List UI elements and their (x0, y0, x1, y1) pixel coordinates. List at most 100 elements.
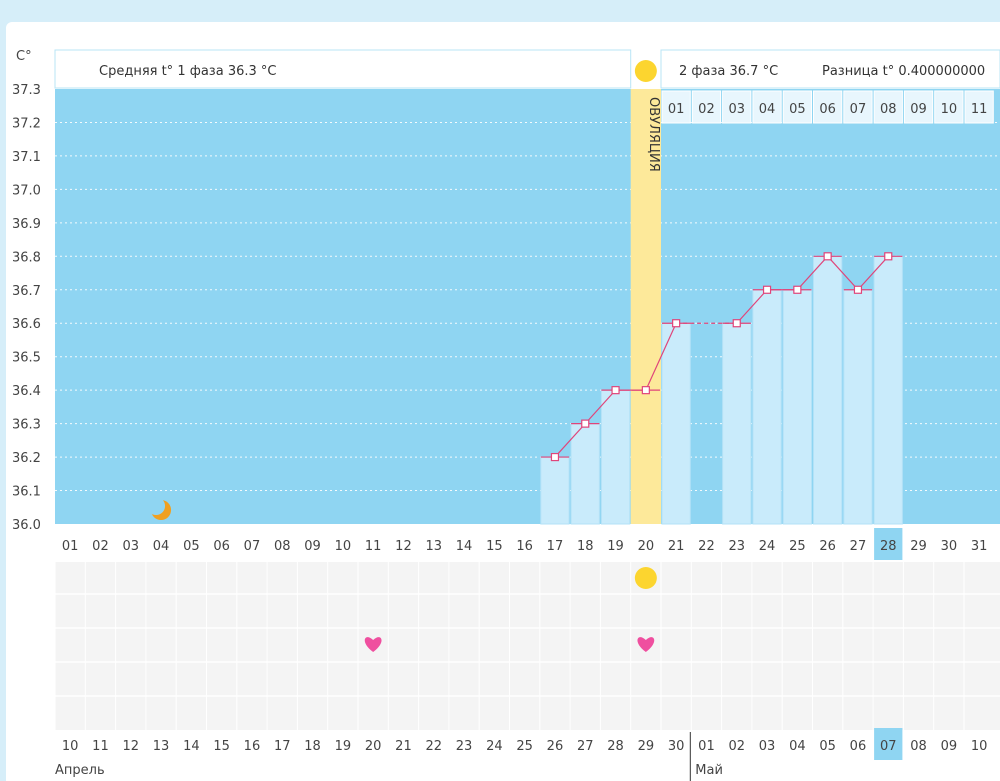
temperature-bar (752, 289, 782, 525)
ovulation-label: ОВУЛЯЦИЯ (646, 97, 661, 172)
x-day-label: 02 (92, 539, 109, 554)
series-line-segment (857, 255, 889, 291)
x-day-label: 01 (62, 539, 79, 554)
series-point (793, 285, 802, 294)
y-tick-label: 36.5 (12, 351, 41, 366)
calendar-date-label: 06 (850, 739, 867, 754)
series-point (853, 285, 863, 294)
calendar-date-label: 29 (638, 739, 655, 754)
y-tick-label: 36.4 (12, 384, 41, 399)
calendar-date-label: 19 (335, 739, 352, 754)
calendar-date-label: 15 (213, 739, 230, 754)
y-tick-label: 37.1 (12, 150, 41, 165)
y-tick-label: 36.1 (12, 485, 41, 500)
x-day-label: 05 (183, 539, 200, 554)
cycle-day-cell (722, 90, 752, 124)
cycle-day-label: 07 (850, 102, 867, 117)
series-line-segment (736, 289, 768, 324)
y-tick-label: 36.9 (12, 217, 41, 232)
calendar-date-label: 30 (668, 739, 685, 754)
calendar-date-label: 02 (728, 739, 745, 754)
calendar-date-label: 04 (789, 739, 806, 754)
calendar-date-label: 17 (274, 739, 291, 754)
cycle-day-label: 10 (941, 102, 958, 117)
phase2-header-box (660, 49, 1000, 89)
calendar-date-label: 13 (153, 739, 170, 754)
temperature-bar (600, 389, 631, 525)
cycle-day-cell (752, 90, 782, 124)
cycle-day-label: 08 (880, 102, 897, 117)
x-day-label: 09 (304, 539, 321, 554)
cycle-day-label: 04 (759, 102, 776, 117)
calendar-date-label: 07 (880, 739, 897, 754)
heart-icon (364, 637, 382, 652)
x-day-label: 21 (668, 539, 685, 554)
calendar-date-label: 23 (456, 739, 473, 754)
x-day-label: 29 (910, 539, 927, 554)
series-point (884, 252, 893, 261)
cycle-day-cell (661, 90, 691, 124)
calendar-date-label: 01 (698, 739, 715, 754)
cycle-day-cell (691, 90, 722, 124)
temperature-bar (873, 255, 903, 525)
x-day-label: 25 (789, 539, 806, 554)
cycle-day-cell (964, 90, 994, 124)
calendar-date-label: 27 (577, 739, 594, 754)
x-day-label: 27 (850, 539, 867, 554)
phase1-header-box (54, 49, 632, 89)
calendar-date-label: 14 (183, 739, 200, 754)
cycle-day-label: 02 (698, 102, 715, 117)
x-day-label: 28 (880, 539, 897, 554)
x-day-label: 20 (638, 539, 655, 554)
y-tick-label: 36.6 (12, 317, 41, 332)
calendar-date-label: 10 (62, 739, 79, 754)
temperature-bar (813, 255, 843, 525)
temperature-bar (722, 322, 752, 525)
calendar-date-label: 08 (910, 739, 927, 754)
x-day-label: 04 (153, 539, 170, 554)
cycle-day-label: 06 (819, 102, 836, 117)
x-day-label: 06 (213, 539, 230, 554)
x-day-label: 14 (456, 539, 473, 554)
heart-icon (637, 637, 655, 652)
series-point (550, 452, 560, 462)
calendar-date-label: 03 (759, 739, 776, 754)
series-line-segment (645, 322, 677, 391)
plot-area (55, 89, 1000, 524)
x-day-label: 23 (728, 539, 745, 554)
series-point (641, 386, 650, 395)
y-tick-label: 37.2 (12, 116, 41, 131)
calendar-date-label: 12 (122, 739, 139, 754)
cycle-day-label: 05 (789, 102, 806, 117)
cycle-day-cell (782, 90, 813, 124)
cycle-day-label: 03 (728, 102, 745, 117)
x-day-label: 19 (607, 539, 624, 554)
calendar-date-label: 05 (819, 739, 836, 754)
calendar-date-label: 09 (941, 739, 958, 754)
x-day-label: 22 (698, 539, 715, 554)
x-day-label: 18 (577, 539, 594, 554)
series-point (732, 319, 741, 328)
series-point (672, 319, 681, 328)
x-day-label: 15 (486, 539, 503, 554)
series-line-segment (554, 423, 586, 458)
x-day-label: 31 (971, 539, 988, 554)
y-unit-label: C° (16, 49, 32, 64)
month-label: Май (695, 763, 723, 778)
month-label: Апрель (55, 763, 105, 778)
calendar-date-label: 25 (516, 739, 533, 754)
x-day-label: 30 (941, 539, 958, 554)
temperature-bar (540, 456, 570, 525)
temperature-bar (782, 289, 813, 525)
calendar-date-label: 28 (607, 739, 624, 754)
calendar-date-label: 16 (244, 739, 261, 754)
cycle-day-label: 01 (668, 102, 685, 117)
calendar-date-label: 18 (304, 739, 321, 754)
calendar-date-label: 10 (971, 739, 988, 754)
cycle-day-cell (934, 90, 964, 124)
y-tick-label: 37.3 (12, 83, 41, 98)
temperature-bar (843, 289, 873, 525)
series-line-segment (584, 389, 616, 425)
x-day-label: 17 (547, 539, 564, 554)
